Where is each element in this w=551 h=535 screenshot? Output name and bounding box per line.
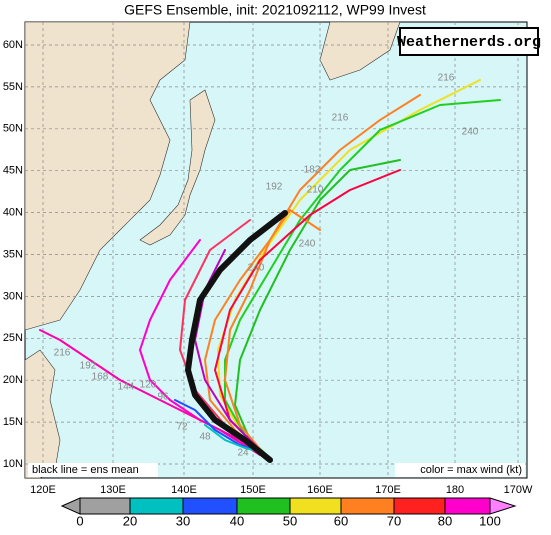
track-hour-label: 216 bbox=[438, 73, 455, 84]
colorbar-label: 100 bbox=[479, 513, 501, 528]
asia bbox=[24, 21, 191, 331]
lat-label: 55N bbox=[3, 81, 23, 93]
lat-label: 50N bbox=[3, 123, 23, 135]
track-hour-label: 240 bbox=[462, 127, 479, 138]
track-hour-label: 96 bbox=[157, 392, 169, 403]
lon-label: 120E bbox=[30, 484, 56, 496]
colorbar-segment bbox=[289, 497, 342, 515]
lat-label: 15N bbox=[3, 416, 23, 428]
track-hour-label: 24 bbox=[237, 448, 249, 459]
track-hour-label: 182 bbox=[304, 165, 321, 176]
colorbar-segment bbox=[79, 497, 131, 515]
track bbox=[234, 159, 401, 459]
lon-label: 150E bbox=[240, 484, 266, 496]
colorbar-label: 0 bbox=[76, 513, 83, 528]
ensemble-mean bbox=[185, 210, 288, 463]
lat-label: 10N bbox=[3, 458, 23, 470]
philippines bbox=[24, 349, 61, 479]
title: GEFS Ensemble, init: 2021092112, WP99 In… bbox=[124, 2, 426, 18]
colorbar-segment bbox=[340, 497, 395, 515]
track bbox=[224, 99, 501, 459]
track-hour-label: 144 bbox=[118, 382, 135, 393]
track bbox=[204, 94, 421, 459]
watermark: Weathernerds.org bbox=[397, 34, 541, 51]
tracks bbox=[39, 79, 501, 463]
colorbar-segment bbox=[444, 497, 491, 515]
colorbar-segment bbox=[236, 497, 291, 515]
colorbar-segment bbox=[129, 497, 184, 515]
track-hour-label: 72 bbox=[176, 422, 188, 433]
lon-label: 140E bbox=[171, 484, 197, 496]
track-hour-label: 48 bbox=[199, 432, 211, 443]
colorbar-label: 50 bbox=[283, 513, 297, 528]
colorbar-segment bbox=[393, 497, 446, 515]
note-left: black line = ens mean bbox=[32, 464, 139, 476]
track-hour-label: 216 bbox=[54, 348, 71, 359]
colorbar-label: 30 bbox=[176, 513, 190, 528]
lat-label: 40N bbox=[3, 207, 23, 219]
track bbox=[174, 399, 263, 453]
colorbar-label: 70 bbox=[387, 513, 401, 528]
colorbar-label: 60 bbox=[334, 513, 348, 528]
track bbox=[39, 329, 261, 456]
lat-label: 60N bbox=[3, 39, 23, 51]
track-hour-label: 240 bbox=[248, 263, 265, 274]
track-hour-label: 192 bbox=[266, 182, 283, 193]
colorbar-label: 80 bbox=[438, 513, 452, 528]
lon-label: 170E bbox=[375, 484, 401, 496]
lon-label: 180 bbox=[446, 484, 464, 496]
track-hour-label: 168 bbox=[92, 372, 109, 383]
lon-label: 130E bbox=[100, 484, 126, 496]
track-hour-label: 216 bbox=[332, 113, 349, 124]
colorbar: 0 20 30 40 50 60 70 80 100 bbox=[60, 497, 517, 528]
track-hour-label: 210 bbox=[307, 185, 324, 196]
track bbox=[214, 169, 401, 459]
lat-label: 45N bbox=[3, 165, 23, 177]
watermark-box bbox=[399, 27, 539, 56]
colorbar-label: 20 bbox=[123, 513, 137, 528]
colorbar-segment bbox=[182, 497, 238, 515]
colorbar-end bbox=[489, 497, 517, 515]
lat-label: 30N bbox=[3, 290, 23, 302]
note-box bbox=[28, 463, 158, 477]
colorbar-label: 40 bbox=[230, 513, 244, 528]
note-box bbox=[395, 463, 525, 477]
colorbar-end bbox=[60, 497, 81, 515]
track-hour-label: 240 bbox=[299, 239, 316, 250]
track-hour-label: 120 bbox=[140, 380, 157, 391]
lat-label: 25N bbox=[3, 332, 23, 344]
lat-label: 20N bbox=[3, 374, 23, 386]
japan bbox=[139, 89, 216, 246]
lon-label: 170W bbox=[504, 484, 533, 496]
lon-label: 160E bbox=[307, 484, 333, 496]
track-hour-label: 192 bbox=[80, 361, 97, 372]
lat-label: 35N bbox=[3, 248, 23, 260]
note-right: color = max wind (kt) bbox=[420, 464, 522, 476]
